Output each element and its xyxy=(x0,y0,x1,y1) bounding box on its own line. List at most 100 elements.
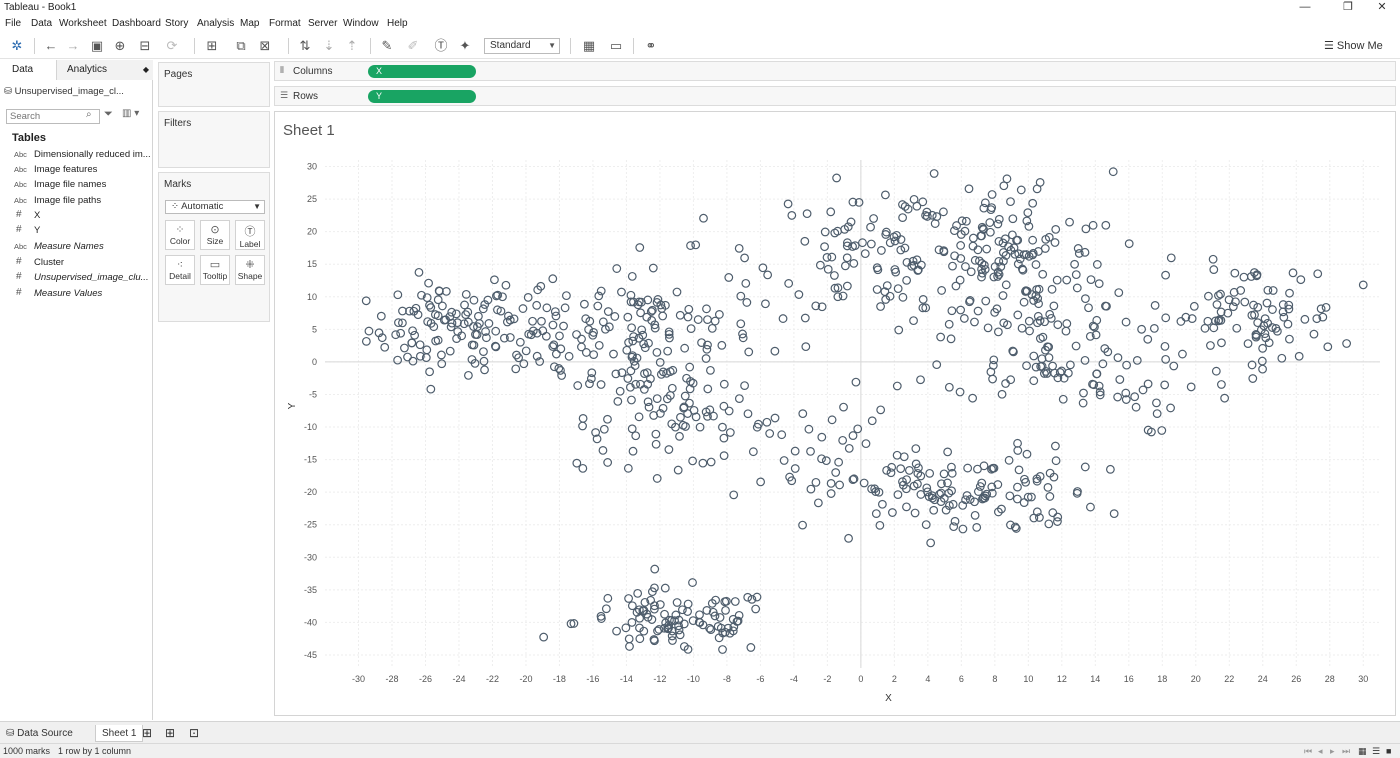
marks-type-dropdown[interactable]: ⁘ Automatic ▼ xyxy=(165,200,265,214)
fit-dropdown[interactable]: Standard ▼ xyxy=(484,38,560,54)
scatter-point xyxy=(627,271,637,281)
scatter-point xyxy=(1095,390,1105,400)
menu-window[interactable]: Window xyxy=(343,18,379,29)
new-dashboard-icon[interactable]: ⊞ xyxy=(165,726,176,740)
shape-button[interactable]: ⁜ Shape xyxy=(235,255,265,285)
scatter-point xyxy=(671,610,681,620)
menu-story[interactable]: Story xyxy=(165,18,189,29)
scatter-point xyxy=(1161,270,1170,280)
scatter-point xyxy=(603,307,613,316)
pages-card[interactable]: Pages xyxy=(158,62,270,107)
new-datasource-icon[interactable]: ⊕ xyxy=(114,38,126,53)
field-item[interactable]: Cluster xyxy=(34,257,65,268)
menu-file[interactable]: File xyxy=(5,18,22,29)
list-view-icon[interactable]: ☰ xyxy=(1372,746,1381,756)
refresh-icon[interactable]: ⟳ xyxy=(166,38,178,53)
field-item[interactable]: Unsupervised_image_clu... xyxy=(34,272,149,283)
scatter-point xyxy=(439,315,449,325)
rows-shelf[interactable]: ☰ Rows Y xyxy=(274,86,1396,106)
scatter-point xyxy=(944,382,954,392)
restore-icon[interactable]: ❐ xyxy=(1343,1,1353,13)
datasource-item[interactable]: ⛁ Unsupervised_image_cl... xyxy=(4,86,124,97)
marks-card: Marks ⁘ Automatic ▼ ⁘ Color ⊙ Size Ⓣ Label … xyxy=(158,172,270,322)
close-icon[interactable]: ✕ xyxy=(1377,1,1387,13)
show-labels-icon[interactable]: Ⓣ xyxy=(434,38,448,53)
color-button[interactable]: ⁘ Color xyxy=(165,220,195,250)
group-members-icon[interactable]: ✐ xyxy=(407,38,419,53)
show-me-button[interactable]: ☰ Show Me xyxy=(1324,39,1383,52)
new-story-icon[interactable]: ⊡ xyxy=(189,726,200,740)
scatter-point xyxy=(642,312,652,322)
undo-icon[interactable]: ← xyxy=(44,38,58,53)
detail-button[interactable]: ⁖ Detail xyxy=(165,255,195,285)
scatter-point xyxy=(944,319,954,329)
fix-axes-icon[interactable]: ✦ xyxy=(459,38,471,53)
menu-server[interactable]: Server xyxy=(308,18,338,29)
tab-sheet-1[interactable]: Sheet 1 xyxy=(95,725,144,742)
sort-ascending-icon[interactable]: ⇣ xyxy=(323,38,335,53)
filmstrip-view-icon[interactable]: ■ xyxy=(1386,746,1392,756)
scatter-point xyxy=(784,279,794,288)
tab-data-source[interactable]: ⛁ Data Source xyxy=(6,725,73,742)
scatter-plot[interactable]: -30 -28 -26 -24 -22 -20 -18 -16 -14 -12 -10 -8 -6 -4-… xyxy=(275,112,1395,715)
tableau-logo-icon[interactable]: ✲ xyxy=(11,38,23,53)
scatter-point xyxy=(703,340,712,350)
scatter-point xyxy=(635,634,645,644)
menu-worksheet[interactable]: Worksheet xyxy=(59,18,107,29)
share-icon[interactable]: ⚭ xyxy=(645,38,657,53)
last-page-icon[interactable]: ⏭ xyxy=(1342,746,1351,756)
minimize-icon[interactable]: — xyxy=(1299,1,1311,13)
next-page-icon[interactable]: ▸ xyxy=(1330,746,1335,756)
menu-map[interactable]: Map xyxy=(240,18,260,29)
menu-format[interactable]: Format xyxy=(269,18,301,29)
scatter-point xyxy=(710,316,720,326)
tooltip-button[interactable]: ▭ Tooltip xyxy=(200,255,230,285)
redo-icon[interactable]: → xyxy=(66,38,80,53)
first-page-icon[interactable]: ⏮ xyxy=(1304,746,1313,756)
filters-card[interactable]: Filters xyxy=(158,111,270,168)
scatter-point xyxy=(1309,329,1319,339)
size-button[interactable]: ⊙ Size xyxy=(200,220,230,250)
field-item[interactable]: Y xyxy=(34,225,41,236)
menu-help[interactable]: Help xyxy=(387,18,408,29)
field-item[interactable]: Image file paths xyxy=(34,195,102,206)
scatter-point xyxy=(1010,522,1020,532)
columns-shelf[interactable]: ⦀ Columns X xyxy=(274,61,1396,81)
scatter-point xyxy=(613,397,623,406)
field-item[interactable]: Measure Names xyxy=(34,241,104,252)
x-tick-label: 30 xyxy=(1358,674,1368,684)
label-button[interactable]: Ⓣ Label xyxy=(235,220,265,250)
tab-data[interactable]: Data xyxy=(0,60,56,80)
field-item[interactable]: Image features xyxy=(34,164,98,175)
highlight-icon[interactable]: ✎ xyxy=(381,38,393,53)
duplicate-sheet-icon[interactable]: ⧉ xyxy=(236,38,246,53)
scatter-point xyxy=(1143,334,1153,344)
new-worksheet-icon[interactable]: ⊞ xyxy=(206,38,218,53)
scatter-point xyxy=(1166,403,1175,413)
menu-analysis[interactable]: Analysis xyxy=(197,18,235,29)
swap-axes-icon[interactable]: ⇅ xyxy=(299,38,311,53)
field-item[interactable]: X xyxy=(34,210,41,221)
save-icon[interactable]: ▣ xyxy=(90,38,104,53)
columns-pill[interactable]: X xyxy=(368,65,476,78)
view-options-icon[interactable]: ▥ ▾ xyxy=(122,108,140,119)
sort-descending-icon[interactable]: ⇡ xyxy=(346,38,358,53)
field-item[interactable]: Dimensionally reduced im... xyxy=(34,149,151,160)
show-cards-icon[interactable]: ▦ xyxy=(582,38,596,53)
field-item[interactable]: Measure Values xyxy=(34,288,103,299)
new-worksheet-icon[interactable]: ⊞ xyxy=(142,726,153,740)
scatter-point xyxy=(930,219,940,228)
field-item[interactable]: Image file names xyxy=(34,179,107,190)
clear-sheet-icon[interactable]: ⊠ xyxy=(259,38,271,53)
presentation-mode-icon[interactable]: ▭ xyxy=(609,38,623,53)
pause-updates-icon[interactable]: ⊟ xyxy=(139,38,151,53)
search-input[interactable] xyxy=(6,109,100,124)
scatter-point xyxy=(1138,385,1148,395)
rows-pill[interactable]: Y xyxy=(368,90,476,103)
prev-page-icon[interactable]: ◂ xyxy=(1318,746,1323,756)
menu-dashboard[interactable]: Dashboard xyxy=(112,18,161,29)
grid-view-icon[interactable]: ▦ xyxy=(1358,746,1367,756)
menu-data[interactable]: Data xyxy=(31,18,53,29)
filter-icon[interactable]: ⏷ xyxy=(104,108,113,120)
tab-analytics[interactable]: Analytics ◆ xyxy=(56,60,153,80)
